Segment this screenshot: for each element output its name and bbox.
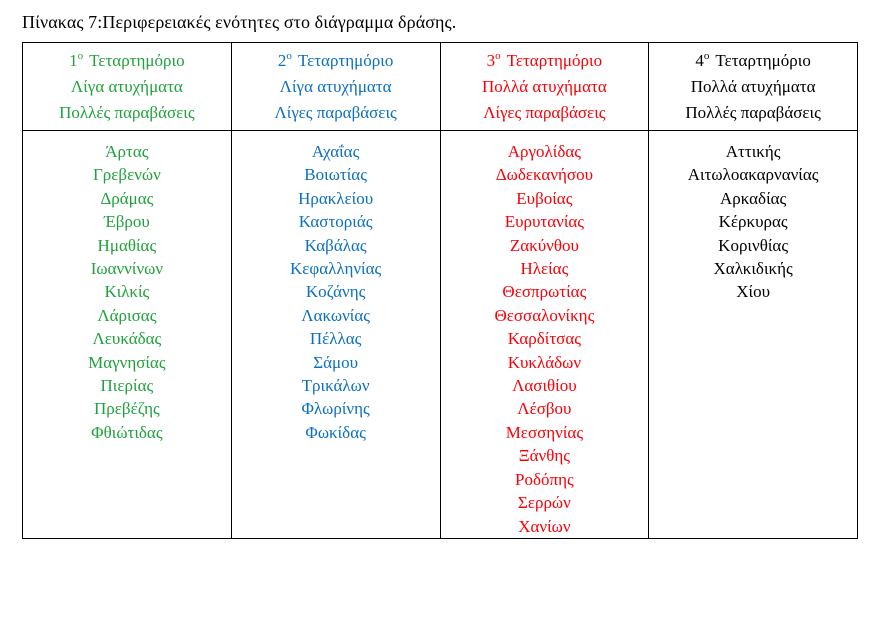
region-item: Καστοριάς <box>298 212 373 232</box>
ordinal-indicator: ο <box>495 50 501 63</box>
region-item: Λέσβου <box>517 399 572 419</box>
quadrant-number: 4 <box>695 51 704 70</box>
region-item: Λάρισας <box>97 305 157 325</box>
region-item: Πρεβέζης <box>94 399 160 419</box>
quadrant-2-header: 2ο Τεταρτημόριο Λίγα ατυχήματα Λίγες παρ… <box>230 42 441 131</box>
quadrant-2-subtitle-violations: Λίγες παραβάσεις <box>274 103 397 122</box>
region-item: Γρεβενών <box>92 165 161 185</box>
region-item: Σάμου <box>313 352 359 372</box>
region-item: Κιλκίς <box>104 282 150 302</box>
region-item: Βοιωτίας <box>304 165 367 185</box>
region-item: Μαγνησίας <box>88 352 166 372</box>
region-item: Ηλείας <box>520 259 569 279</box>
quadrant-3-title: 3ο Τεταρτημόριο <box>441 48 649 74</box>
quadrant-label: Τεταρτημόριο <box>506 51 603 70</box>
quadrant-3-regions: Αργολίδας Δωδεκανήσου Ευβοίας Ευρυτανίας Ζακ… <box>439 130 650 539</box>
quadrant-2-title: 2ο Τεταρτημόριο <box>232 48 440 74</box>
region-item: Πέλλας <box>309 329 362 349</box>
region-item: Πιερίας <box>100 376 154 396</box>
region-item: Φθιώτιδας <box>91 422 163 442</box>
region-item: Κεφαλληνίας <box>289 259 382 279</box>
region-item: Ροδόπης <box>515 469 574 489</box>
quadrant-1-title: 1ο Τεταρτημόριο <box>23 48 231 74</box>
region-item: Κοζάνης <box>305 282 366 302</box>
quadrant-4-regions: Αττικής Αιτωλοακαρνανίας Αρκαδίας Κέρκυρας Κ… <box>648 130 858 539</box>
quadrant-number: 1 <box>69 51 78 70</box>
region-item: Αχαΐας <box>311 142 360 161</box>
ordinal-indicator: ο <box>286 50 292 63</box>
quadrant-4-subtitle-accidents: Πολλά ατυχήματα <box>690 77 816 96</box>
region-item: Κορινθίας <box>718 235 789 255</box>
region-item: Χίου <box>736 282 771 302</box>
region-item: Θεσπρωτίας <box>502 282 587 302</box>
quadrant-4-header: 4ο Τεταρτημόριο Πολλά ατυχήματα Πολλές π… <box>648 42 858 131</box>
quadrant-label: Τεταρτημόριο <box>715 51 811 70</box>
region-item: Τρικάλων <box>301 376 370 396</box>
region-item: Έβρου <box>103 212 150 232</box>
region-item: Ηρακλείου <box>298 188 374 208</box>
quadrant-2-subtitle-accidents: Λίγα ατυχήματα <box>279 77 392 96</box>
body-row: Άρτας Γρεβενών Δράμας Έβρου Ημαθίας Ιωαννίνων… <box>22 130 858 539</box>
region-item: Λακωνίας <box>301 305 370 325</box>
region-item: Θεσσαλονίκης <box>494 305 595 325</box>
region-item: Ιωαννίνων <box>90 259 164 279</box>
region-item: Φλωρίνης <box>301 399 370 419</box>
quadrant-label: Τεταρτημόριο <box>297 51 394 70</box>
region-item: Σερρών <box>517 493 571 513</box>
region-item: Δράμας <box>100 188 154 208</box>
ordinal-indicator: ο <box>703 50 710 63</box>
region-item: Λασιθίου <box>512 376 577 396</box>
quadrant-label: Τεταρτημόριο <box>89 51 185 70</box>
region-item: Κυκλάδων <box>507 352 582 372</box>
quadrant-2-regions: Αχαΐας Βοιωτίας Ηρακλείου Καστοριάς Καβάλας Κ… <box>230 130 441 539</box>
region-item: Δωδεκανήσου <box>495 165 593 185</box>
region-item: Καβάλας <box>304 235 367 255</box>
quadrant-1-regions: Άρτας Γρεβενών Δράμας Έβρου Ημαθίας Ιωαννίνων… <box>22 130 232 539</box>
table-caption: Πίνακας 7:Περιφερειακές ενότητες στο διά… <box>22 12 457 32</box>
region-item: Χαλκιδικής <box>713 259 793 279</box>
region-item: Ευβοίας <box>516 188 573 208</box>
quadrant-number: 3 <box>486 51 496 70</box>
region-item: Λευκάδας <box>92 329 162 349</box>
region-item: Χανίων <box>518 516 571 536</box>
region-item: Άρτας <box>105 142 149 161</box>
region-item: Ζακύνθου <box>509 235 579 255</box>
region-item: Ευρυτανίας <box>504 212 585 232</box>
region-item: Αργολίδας <box>507 142 581 161</box>
header-row: 1ο Τεταρτημόριο Λίγα ατυχήματα Πολλές πα… <box>22 42 858 131</box>
quadrant-3-header: 3ο Τεταρτημόριο Πολλά ατυχήματα Λίγες πα… <box>439 42 650 131</box>
region-item: Κέρκυρας <box>718 212 788 232</box>
region-item: Φωκίδας <box>305 422 366 442</box>
quadrant-4-title: 4ο Τεταρτημόριο <box>649 48 857 74</box>
quadrant-1-header: 1ο Τεταρτημόριο Λίγα ατυχήματα Πολλές πα… <box>22 42 232 131</box>
quadrant-3-subtitle-violations: Λίγες παραβάσεις <box>483 103 606 122</box>
region-item: Αρκαδίας <box>719 188 787 208</box>
region-item: Ημαθίας <box>97 235 157 255</box>
quadrant-1-subtitle-violations: Πολλές παραβάσεις <box>59 103 195 122</box>
region-item: Αττικής <box>725 142 781 161</box>
quadrant-1-subtitle-accidents: Λίγα ατυχήματα <box>70 77 183 96</box>
quadrant-number: 2 <box>277 51 287 70</box>
quadrant-4-subtitle-violations: Πολλές παραβάσεις <box>685 103 821 122</box>
region-item: Καρδίτσας <box>507 329 581 349</box>
quadrant-table: 1ο Τεταρτημόριο Λίγα ατυχήματα Πολλές πα… <box>22 42 858 539</box>
region-item: Αιτωλοακαρνανίας <box>687 165 819 185</box>
quadrant-3-subtitle-accidents: Πολλά ατυχήματα <box>481 77 607 96</box>
region-item: Ξάνθης <box>518 446 571 466</box>
ordinal-indicator: ο <box>77 50 84 63</box>
region-item: Μεσσηνίας <box>505 422 584 442</box>
